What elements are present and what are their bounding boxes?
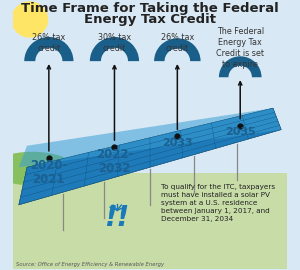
Wedge shape: [90, 37, 139, 61]
Text: 2035: 2035: [225, 127, 256, 137]
Text: 30% tax
credit: 30% tax credit: [98, 33, 131, 53]
Text: 2033: 2033: [162, 138, 193, 148]
Circle shape: [12, 2, 47, 37]
Bar: [13, 173, 287, 269]
Text: !!: !!: [105, 204, 130, 232]
Text: 2020-
2021: 2020- 2021: [30, 159, 68, 186]
Bar: [13, 1, 287, 181]
Wedge shape: [24, 37, 74, 61]
Text: Energy Tax Credit: Energy Tax Credit: [84, 13, 216, 26]
Text: To qualify for the ITC, taxpayers
must have installed a solar PV
system at a U.S: To qualify for the ITC, taxpayers must h…: [161, 184, 275, 222]
Polygon shape: [19, 108, 281, 167]
Polygon shape: [19, 108, 281, 205]
Text: The Federal
Energy Tax
Credit is set
to expire: The Federal Energy Tax Credit is set to …: [216, 27, 264, 69]
Ellipse shape: [0, 153, 74, 185]
Text: 26% tax
credit: 26% tax credit: [161, 33, 194, 53]
Text: 2022-
2032: 2022- 2032: [96, 148, 133, 175]
Text: Time Frame for Taking the Federal: Time Frame for Taking the Federal: [21, 2, 279, 15]
Wedge shape: [154, 38, 201, 61]
Wedge shape: [219, 56, 262, 77]
Text: 26% tax
credit: 26% tax credit: [32, 33, 65, 53]
Text: Source: Office of Energy Efficiency & Renewable Energy: Source: Office of Energy Efficiency & Re…: [16, 262, 164, 267]
